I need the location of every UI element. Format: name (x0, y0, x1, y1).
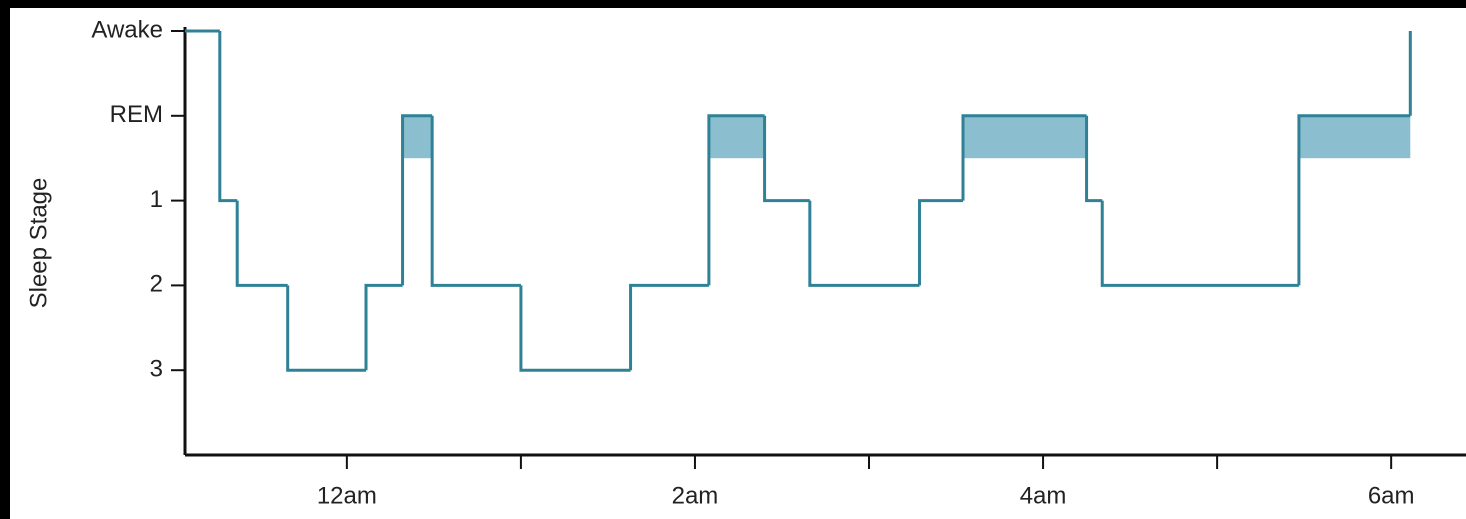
y-tick-label: Awake (91, 16, 163, 43)
step-segment (430, 115, 521, 287)
x-tick-label: 2am (672, 482, 719, 509)
x-tick-label: 4am (1020, 482, 1067, 509)
step-segment (917, 199, 963, 286)
y-tick-label: 2 (150, 271, 163, 298)
step-segment (808, 200, 920, 287)
step-segment (763, 115, 810, 203)
y-tick-label: 3 (150, 356, 163, 383)
y-tick-label: REM (110, 101, 163, 128)
step-segment (218, 31, 238, 203)
rem-shade (708, 115, 765, 159)
step-segment (1100, 200, 1299, 287)
step-segment (1085, 115, 1103, 203)
rem-shade (1298, 115, 1411, 159)
step-segment (707, 114, 765, 286)
step-segment (235, 200, 288, 287)
y-tick-label: 1 (150, 186, 163, 213)
rem-shade (402, 115, 433, 159)
step-segment (1297, 114, 1411, 286)
x-tick-label: 12am (317, 482, 377, 509)
y-axis-label: Sleep Stage (25, 178, 52, 309)
step-segment (629, 283, 709, 371)
step-segment (286, 285, 367, 372)
rem-shade (962, 115, 1087, 159)
plot-background (10, 8, 1466, 519)
step-segment (401, 114, 433, 286)
step-segment (364, 283, 403, 371)
step-segment (519, 285, 631, 372)
x-tick-label: 6am (1368, 482, 1415, 509)
step-segment (961, 114, 1087, 201)
